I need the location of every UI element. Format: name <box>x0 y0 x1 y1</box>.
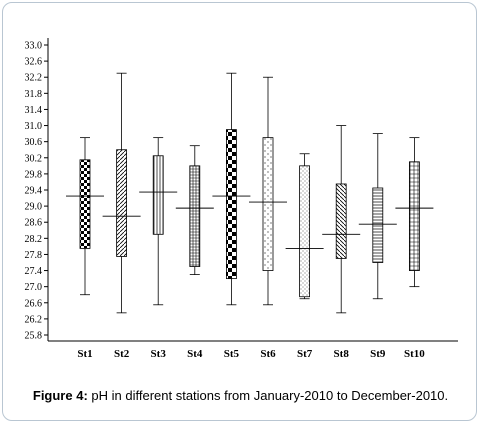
box-st2: St2 <box>102 72 141 360</box>
y-tick-label: 30.2 <box>25 153 43 164</box>
iqr-box <box>408 161 420 271</box>
box-st1: St1 <box>66 137 104 360</box>
x-tick-label: St6 <box>260 348 276 360</box>
iqr-box <box>225 129 237 280</box>
x-tick-label: St7 <box>297 348 313 360</box>
y-tick-label: 28.2 <box>25 234 43 245</box>
y-tick-label: 26.2 <box>25 314 43 325</box>
x-tick-label: St2 <box>114 348 130 360</box>
caption-text: pH in different stations from January-20… <box>87 388 449 403</box>
y-tick-label: 29.4 <box>25 186 43 197</box>
iqr-box <box>262 137 274 271</box>
iqr-box <box>152 155 164 235</box>
box-st9: St9 <box>358 133 397 360</box>
y-tick-label: 28.6 <box>25 218 43 229</box>
box-st3: St3 <box>139 137 178 360</box>
iqr-box <box>335 183 347 259</box>
chart-axes: 25.8 26.2 26.6 27.0 27.4 27.8 28.2 28.6 29.0 29.4… <box>25 38 458 342</box>
y-tick-label: 33.0 <box>25 41 43 52</box>
box-st4: St4 <box>175 145 214 360</box>
y-tick-label: 27.4 <box>25 266 43 277</box>
x-tick-label: St4 <box>187 348 203 360</box>
box-st7: St7 <box>285 153 324 360</box>
x-tick-label: St8 <box>334 348 350 360</box>
y-tick-label: 29.0 <box>25 202 43 213</box>
iqr-box <box>189 165 201 267</box>
x-tick-label: St1 <box>77 348 92 360</box>
box-st8: St8 <box>322 125 361 360</box>
y-tick-label: 29.8 <box>25 169 43 180</box>
iqr-box <box>116 149 127 257</box>
box-st5: St5 <box>212 72 251 360</box>
iqr-box <box>372 187 384 263</box>
caption-label: Figure 4: <box>32 388 88 403</box>
y-tick-label: 32.2 <box>25 73 43 84</box>
box-st6: St6 <box>249 76 287 360</box>
y-tick-label: 31.4 <box>25 105 43 116</box>
y-tick-label: 27.0 <box>25 282 43 293</box>
x-tick-label: St3 <box>151 348 167 360</box>
x-tick-label: St9 <box>370 348 386 360</box>
y-tick-label: 27.8 <box>25 250 43 261</box>
x-tick-label: St10 <box>404 348 425 360</box>
figure-caption: Figure 4: pH in different stations from … <box>0 388 481 403</box>
y-tick-label: 25.8 <box>25 331 43 342</box>
iqr-box <box>299 165 311 298</box>
y-tick-label: 26.6 <box>25 298 43 309</box>
y-tick-label: 32.6 <box>25 57 43 68</box>
box-st10: St10 <box>395 137 434 360</box>
chart-boxes: St1 St2 St3 St4 St5 St6 St7 St8 St9 St10 <box>66 72 434 360</box>
iqr-box <box>79 159 91 249</box>
x-tick-label: St5 <box>224 348 240 360</box>
y-tick-label: 31.0 <box>25 121 43 132</box>
y-tick-label: 31.8 <box>25 89 43 100</box>
y-tick-label: 30.6 <box>25 137 43 148</box>
